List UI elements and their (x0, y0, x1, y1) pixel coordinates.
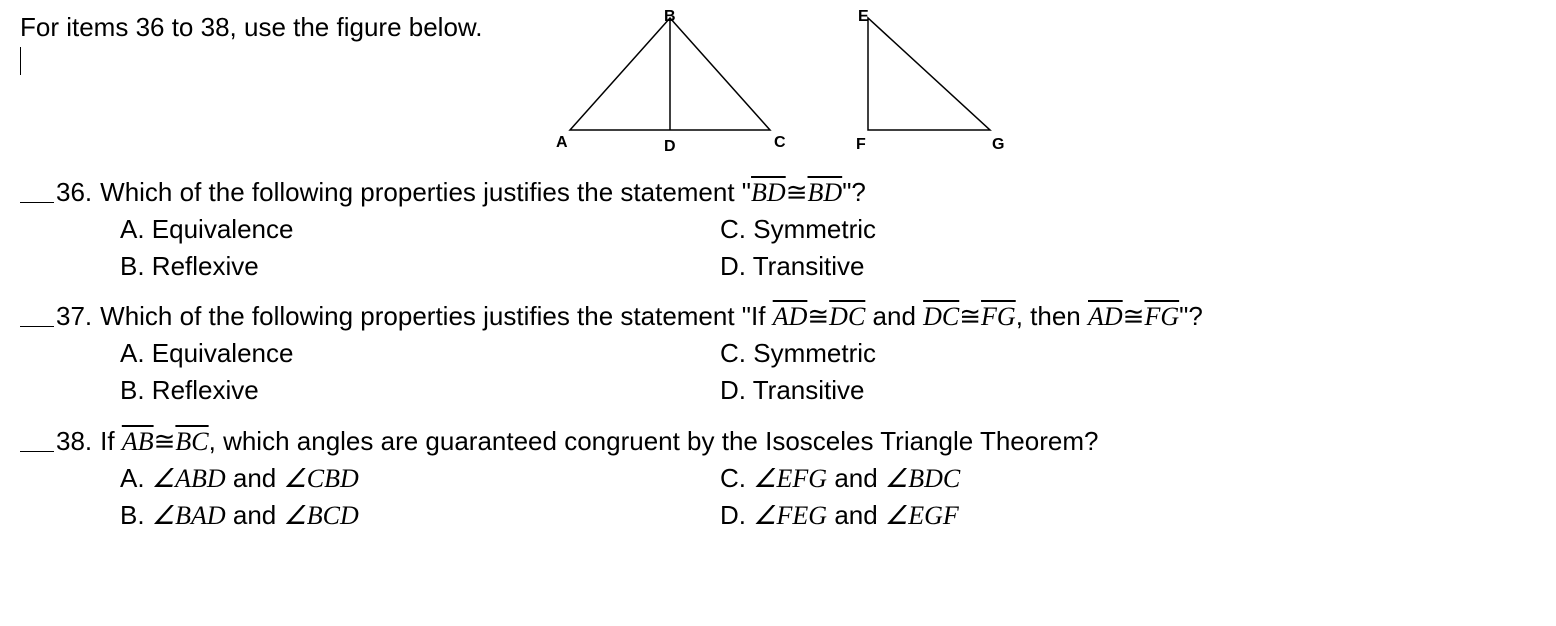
q38-b-ang1: ∠BAD (152, 501, 226, 530)
question-37-text: Which of the following properties justif… (100, 299, 1203, 334)
intro-block: For items 36 to 38, use the figure below… (20, 10, 500, 75)
q38-option-a: A. ∠ABD and ∠CBD (120, 461, 680, 496)
q38-option-d: D. ∠FEG and ∠EGF (720, 498, 1536, 533)
q36-post: "? (842, 177, 866, 207)
question-36-head: 36. Which of the following properties ju… (20, 174, 1536, 210)
q38-d-pre: D. (720, 500, 753, 530)
vertex-a-label: A (556, 132, 568, 154)
q37-seg4: FG (981, 302, 1016, 331)
q38-a-ang2: ∠CBD (283, 464, 358, 493)
answer-blank-38[interactable] (20, 425, 54, 452)
triangle-abc: A B C D (560, 10, 790, 160)
q38-cong: ≅ (154, 426, 176, 456)
q38-b-mid: and (226, 500, 284, 530)
q36-option-d: D. Transitive (720, 249, 1536, 284)
triangle-efg-svg (850, 10, 1010, 160)
question-37-options: A. Equivalence C. Symmetric B. Reflexive… (120, 336, 1536, 408)
q37-option-c: C. Symmetric (720, 336, 1536, 371)
q37-cong1: ≅ (807, 301, 829, 331)
q36-option-b: B. Reflexive (120, 249, 680, 284)
answer-blank-37[interactable] (20, 300, 54, 327)
q38-d-ang1: ∠FEG (753, 501, 827, 530)
text-cursor (20, 47, 21, 75)
q38-d-mid: and (827, 500, 885, 530)
vertex-b-label: B (664, 6, 676, 28)
intro-text: For items 36 to 38, use the figure below… (20, 12, 482, 42)
q36-seg2: BD (808, 178, 843, 207)
question-37-number: 37. (56, 299, 92, 334)
q37-option-d: D. Transitive (720, 373, 1536, 408)
q38-c-ang2: ∠BDC (885, 464, 960, 493)
question-36-number: 36. (56, 175, 92, 210)
question-36-options: A. Equivalence C. Symmetric B. Reflexive… (120, 212, 1536, 284)
questions: 36. Which of the following properties ju… (20, 174, 1536, 533)
q37-seg6: FG (1144, 302, 1179, 331)
q38-seg2: BC (175, 427, 208, 456)
q38-b-ang2: ∠BCD (283, 501, 358, 530)
q37-seg1: AD (773, 302, 808, 331)
q36-seg1: BD (751, 178, 786, 207)
q36-option-a: A. Equivalence (120, 212, 680, 247)
q37-mid: and (865, 301, 923, 331)
q37-post: "? (1179, 301, 1203, 331)
q38-option-b: B. ∠BAD and ∠BCD (120, 498, 680, 533)
q38-post: , which angles are guaranteed congruent … (209, 426, 1099, 456)
question-38-number: 38. (56, 424, 92, 459)
q36-option-c: C. Symmetric (720, 212, 1536, 247)
vertex-d-label: D (664, 136, 676, 158)
q37-pre: Which of the following properties justif… (100, 301, 773, 331)
q36-pre: Which of the following properties justif… (100, 177, 751, 207)
q38-option-c: C. ∠EFG and ∠BDC (720, 461, 1536, 496)
q36-cong: ≅ (786, 177, 808, 207)
q38-c-mid: and (827, 463, 885, 493)
q37-seg5: AD (1088, 302, 1123, 331)
question-37: 37. Which of the following properties ju… (20, 298, 1536, 408)
q37-seg2: DC (829, 302, 865, 331)
worksheet-page: For items 36 to 38, use the figure below… (0, 0, 1556, 626)
question-38-options: A. ∠ABD and ∠CBD C. ∠EFG and ∠BDC B. ∠BA… (120, 461, 1536, 533)
q38-b-pre: B. (120, 500, 152, 530)
q38-seg1: AB (122, 427, 154, 456)
q38-c-ang1: ∠EFG (753, 464, 827, 493)
question-38-text: If AB≅BC, which angles are guaranteed co… (100, 424, 1098, 459)
question-36: 36. Which of the following properties ju… (20, 174, 1536, 284)
vertex-e-label: E (858, 6, 869, 28)
q37-cong3: ≅ (1123, 301, 1145, 331)
q38-d-ang2: ∠EGF (885, 501, 959, 530)
q37-option-b: B. Reflexive (120, 373, 680, 408)
intro-row: For items 36 to 38, use the figure below… (20, 10, 1536, 160)
q37-cong2: ≅ (959, 301, 981, 331)
triangle-efg: E F G (850, 10, 1010, 160)
vertex-g-label: G (992, 134, 1004, 156)
triangle-efg-outline (868, 18, 990, 130)
question-37-head: 37. Which of the following properties ju… (20, 298, 1536, 334)
answer-blank-36[interactable] (20, 176, 54, 203)
q38-a-pre: A. (120, 463, 152, 493)
figures: A B C D E F G (560, 10, 1010, 160)
q37-option-a: A. Equivalence (120, 336, 680, 371)
vertex-f-label: F (856, 134, 866, 156)
vertex-c-label: C (774, 132, 786, 154)
question-38-head: 38. If AB≅BC, which angles are guarantee… (20, 423, 1536, 459)
q38-pre: If (100, 426, 122, 456)
question-36-text: Which of the following properties justif… (100, 175, 866, 210)
q37-mid2: , then (1016, 301, 1088, 331)
q37-seg3: DC (923, 302, 959, 331)
question-38: 38. If AB≅BC, which angles are guarantee… (20, 423, 1536, 533)
q38-a-mid: and (226, 463, 284, 493)
q38-a-ang1: ∠ABD (152, 464, 226, 493)
q38-c-pre: C. (720, 463, 753, 493)
